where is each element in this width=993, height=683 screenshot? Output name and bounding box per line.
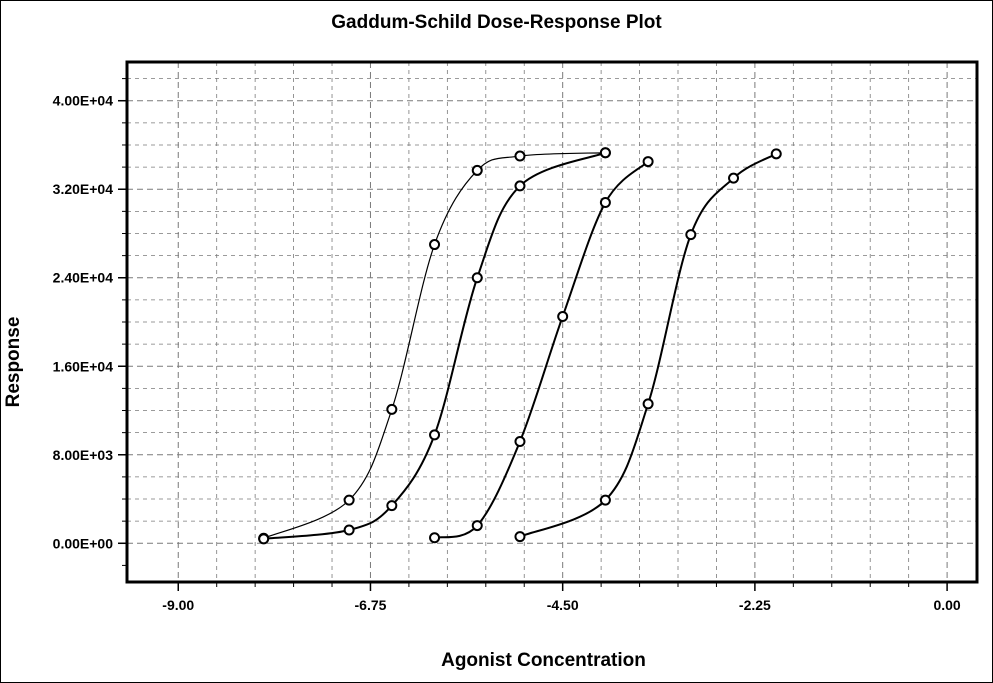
data-point-series-2 — [343, 524, 355, 536]
data-point-series-1 — [429, 239, 441, 251]
chart-title: Gaddum-Schild Dose-Response Plot — [331, 12, 662, 33]
series-line-1 — [263, 152, 606, 539]
series-line-2 — [263, 151, 606, 540]
y-tick-label: 3.20E+04 — [53, 181, 114, 197]
data-point-series-2 — [258, 533, 270, 545]
series-line-3 — [434, 160, 649, 539]
data-point-series-3 — [642, 156, 654, 168]
x-axis-label: Agonist Concentration — [441, 650, 646, 671]
data-point-series-4 — [599, 494, 611, 506]
axes: -9.00 -6.75 -4.50 -2.25 0.00 0.00E+00 8.00E+03… — [53, 60, 979, 613]
data-point-series-3 — [557, 310, 569, 322]
grid — [127, 62, 977, 582]
y-tick-label: 2.40E+04 — [53, 270, 114, 286]
y-tick-label: 4.00E+04 — [53, 93, 114, 109]
data-point-series-4 — [642, 398, 654, 410]
x-tick-label: -9.00 — [162, 597, 194, 613]
data-point-series-2 — [386, 500, 398, 512]
data-point-series-1 — [386, 403, 398, 415]
series-layer — [258, 147, 782, 545]
data-point-series-3 — [599, 197, 611, 209]
data-point-series-2 — [599, 147, 611, 159]
data-point-series-4 — [685, 229, 697, 241]
data-point-series-3 — [429, 532, 441, 544]
data-point-series-2 — [429, 429, 441, 441]
data-point-series-1 — [343, 494, 355, 506]
data-point-series-4 — [728, 172, 740, 184]
data-point-series-3 — [514, 435, 526, 447]
data-point-series-1 — [514, 150, 526, 162]
data-point-series-3 — [471, 520, 483, 532]
data-point-series-2 — [514, 180, 526, 192]
data-point-series-4 — [514, 531, 526, 543]
x-tick-label: -2.25 — [739, 597, 771, 613]
x-tick-label: 0.00 — [933, 597, 960, 613]
y-tick-label: 8.00E+03 — [53, 447, 114, 463]
data-point-series-4 — [770, 148, 782, 160]
y-tick-label: 0.00E+00 — [53, 535, 114, 551]
x-tick-label: -6.75 — [355, 597, 387, 613]
data-point-series-2 — [471, 272, 483, 284]
data-point-series-1 — [471, 164, 483, 176]
x-tick-label: -4.50 — [547, 597, 579, 613]
y-tick-label: 1.60E+04 — [53, 358, 114, 374]
